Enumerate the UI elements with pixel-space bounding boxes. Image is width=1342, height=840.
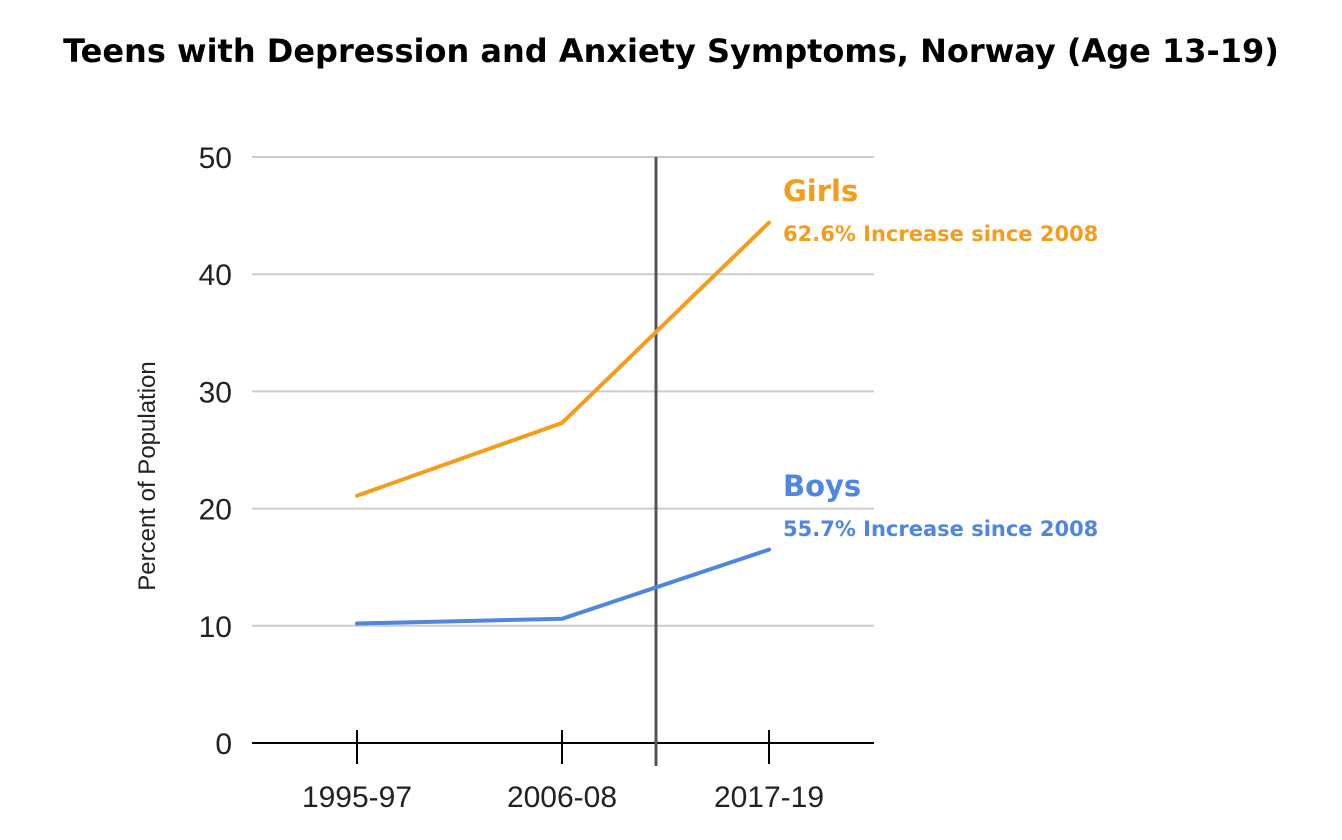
- y-axis-label: Percent of Population: [134, 361, 161, 591]
- girls-series-label: Girls: [783, 174, 858, 208]
- girls-increase-annotation: 62.6% Increase since 2008: [783, 222, 1098, 246]
- y-tick-label: 20: [199, 494, 232, 527]
- gridlines: [252, 156, 874, 627]
- y-tick-label: 50: [199, 142, 232, 175]
- y-tick-label: 10: [199, 611, 232, 644]
- x-tick-label: 2017-19: [714, 781, 824, 814]
- x-axis-ticks: 1995-97 2006-08 2017-19: [302, 730, 824, 814]
- chart-title: Teens with Depression and Anxiety Sympto…: [63, 32, 1279, 70]
- y-tick-label: 30: [199, 376, 232, 409]
- boys-series-line: [355, 547, 771, 626]
- y-axis-ticks: 0 10 20 30 40 50: [199, 142, 232, 761]
- y-tick-label: 0: [215, 728, 232, 761]
- girls-series-line: [355, 220, 771, 498]
- y-tick-label: 40: [199, 259, 232, 292]
- boys-series-label: Boys: [783, 469, 861, 503]
- series-lines: [355, 220, 771, 626]
- boys-increase-annotation: 55.7% Increase since 2008: [783, 517, 1098, 541]
- x-tick-label: 2006-08: [507, 781, 617, 814]
- x-tick-label: 1995-97: [302, 781, 412, 814]
